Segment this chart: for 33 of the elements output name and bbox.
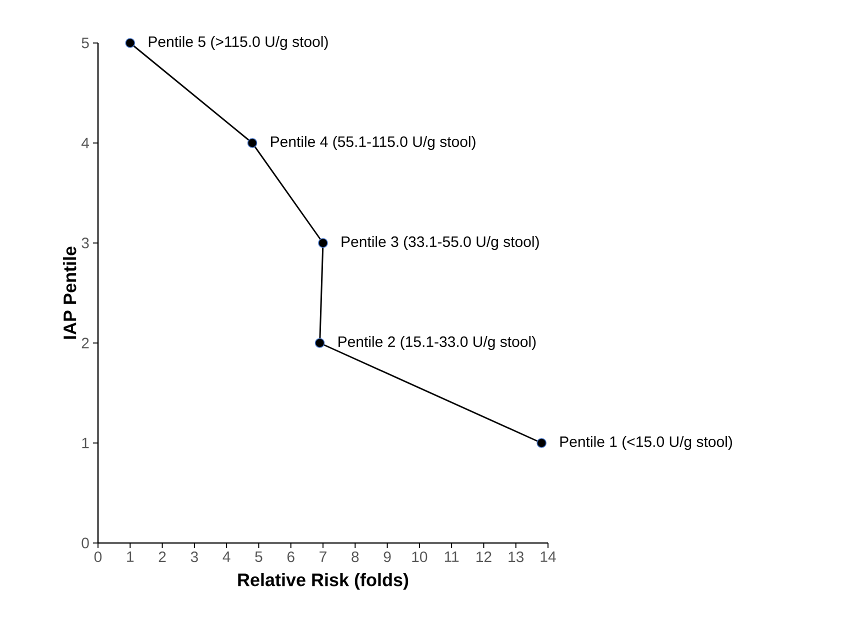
x-tick-label: 12 <box>476 552 492 562</box>
point <box>318 238 328 248</box>
x-tick-label: 1 <box>127 552 134 562</box>
y-tick-label: 1 <box>82 438 89 448</box>
y-tick-label: 3 <box>82 238 89 248</box>
annotation: Pentile 1 (<15.0 U/g stool) <box>560 436 732 450</box>
x-axis-title: Relative Risk (folds) <box>238 573 408 590</box>
x-tick-label: 13 <box>508 552 524 562</box>
y-tick-label: 4 <box>81 138 90 148</box>
x-tick-label: 11 <box>444 552 459 562</box>
point <box>125 38 136 48</box>
x-tick-label: 2 <box>158 552 166 562</box>
x-tick-label: 9 <box>384 552 391 562</box>
x-tick-label: 0 <box>94 552 102 562</box>
x-tick-label: 4 <box>222 552 230 562</box>
y-axis-title: IAP Pentile <box>63 246 76 339</box>
annotation: Pentile 3 (33.1-55.0 U/g stool) <box>342 236 539 250</box>
annotation: Pentile 2 (15.1-33.0 U/g stool) <box>338 336 536 350</box>
point <box>314 338 325 348</box>
x-tick-label: 14 <box>540 552 556 562</box>
annotation: Pentile 4 (55.1-115.0 U/g stool) <box>271 136 476 150</box>
x-tick-label: 5 <box>255 552 262 562</box>
y-tick-label: 0 <box>82 538 89 548</box>
x-tick-label: 3 <box>190 552 198 562</box>
point <box>536 438 546 448</box>
annotation: Pentile 5 (>115.0 U/g stool) <box>148 36 328 50</box>
x-tick-label: 8 <box>352 552 359 562</box>
y-tick-label: 5 <box>82 38 89 48</box>
x-tick-label: 7 <box>320 552 326 562</box>
y-tick-label: 2 <box>82 338 89 348</box>
point <box>247 138 258 148</box>
x-tick-label: 6 <box>287 552 294 562</box>
x-tick-label: 10 <box>412 552 428 562</box>
